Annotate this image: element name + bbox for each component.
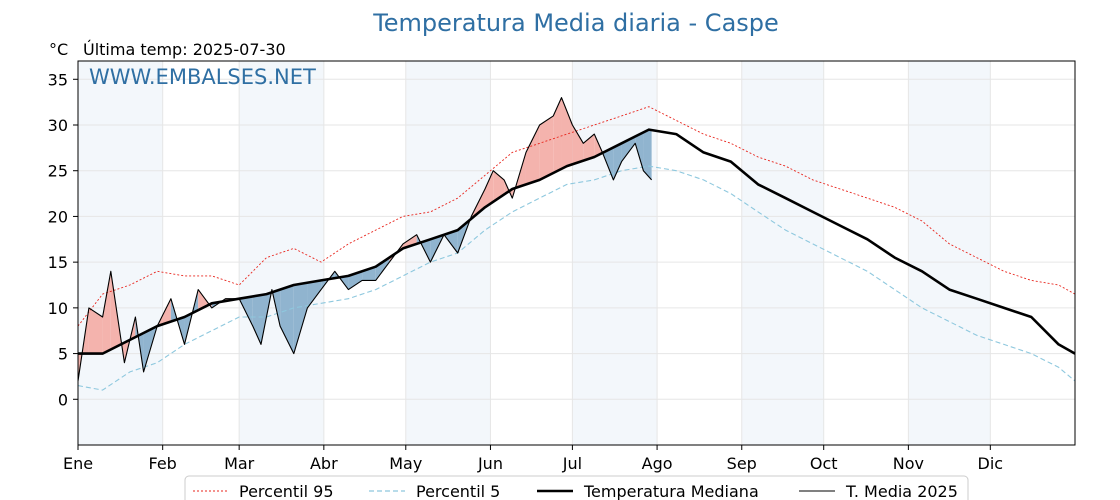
line-percentil-95 — [77, 106, 1076, 327]
x-tick-label-ago: Ago — [642, 454, 673, 473]
above-median-fill — [553, 97, 562, 173]
above-median-fill — [572, 125, 584, 165]
y-tick-label: 10 — [48, 299, 68, 318]
month-band — [741, 61, 824, 445]
month-band — [908, 61, 991, 445]
legend-label-p5: Percentil 5 — [416, 482, 500, 500]
below-median-fill — [444, 230, 458, 253]
y-unit-label: °C — [49, 40, 68, 59]
above-median-fill — [403, 234, 417, 249]
series-lines — [77, 97, 1076, 391]
y-tick-label: 20 — [48, 207, 68, 226]
x-tick-label-abr: Abr — [310, 454, 338, 473]
x-tick-label-mar: Mar — [224, 454, 255, 473]
y-tick-label: 35 — [48, 70, 68, 89]
below-median-fill — [280, 285, 294, 354]
anomaly-fills — [78, 97, 652, 381]
above-median-fill — [561, 97, 573, 169]
below-median-fill — [643, 130, 652, 180]
y-tick-label: 30 — [48, 116, 68, 135]
above-median-fill — [525, 125, 540, 185]
y-axis: 0 5 10 15 20 25 30 35 — [48, 70, 78, 409]
last-temp-label: Última temp: 2025-07-30 — [83, 40, 286, 59]
x-tick-label-sep: Sep — [727, 454, 757, 473]
above-median-fill — [102, 271, 111, 354]
legend: Percentil 95 Percentil 5 Temperatura Med… — [184, 475, 969, 500]
above-median-fill — [484, 170, 494, 208]
above-median-fill — [539, 115, 554, 180]
watermark: WWW.EMBALSES.NET — [89, 65, 316, 89]
x-tick-label-jul: Jul — [562, 454, 582, 473]
legend-box — [184, 475, 969, 500]
above-median-fill — [583, 134, 595, 161]
below-median-fill — [375, 257, 390, 281]
legend-label-p95: Percentil 95 — [239, 482, 334, 500]
x-tick-label-nov: Nov — [893, 454, 924, 473]
above-median-fill — [493, 170, 505, 202]
below-median-fill — [307, 280, 322, 308]
below-median-fill — [293, 282, 308, 354]
y-tick-label: 5 — [58, 345, 68, 364]
x-tick-label-ene: Ene — [63, 454, 93, 473]
x-tick-label-dic: Dic — [978, 454, 1004, 473]
legend-label-median: Temperatura Mediana — [583, 482, 759, 500]
legend-label-current: T. Media 2025 — [845, 482, 958, 500]
x-tick-label-oct: Oct — [810, 454, 838, 473]
above-median-fill — [88, 307, 103, 354]
x-tick-label-jun: Jun — [477, 454, 503, 473]
month-band — [405, 61, 491, 445]
chart-title: Temperatura Media diaria - Caspe — [372, 9, 779, 37]
below-median-fill — [362, 266, 376, 281]
line-percentil-5 — [77, 165, 1076, 391]
below-median-fill — [613, 143, 622, 180]
y-tick-label: 25 — [48, 162, 68, 181]
line-t-media-2025 — [77, 97, 653, 382]
y-tick-label: 0 — [58, 390, 68, 409]
below-median-fill — [252, 295, 262, 345]
y-tick-label: 15 — [48, 253, 68, 272]
month-bands — [78, 61, 991, 445]
below-median-fill — [635, 132, 644, 171]
plot-frame — [77, 60, 1076, 446]
x-tick-label-may: May — [389, 454, 422, 473]
line-temperatura-mediana — [78, 128, 1076, 355]
x-axis: Ene Feb Mar Abr May Jun Jul Ago Sep Oct Nov Dic — [63, 445, 1003, 473]
x-tick-label-feb: Feb — [149, 454, 177, 473]
